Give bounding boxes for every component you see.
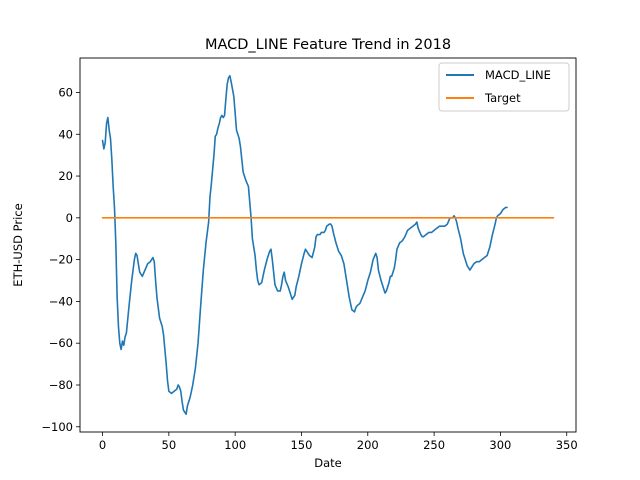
y-axis-label: ETH-USD Price bbox=[11, 203, 25, 286]
legend: MACD_LINE Target bbox=[438, 62, 570, 112]
series-layer bbox=[101, 74, 555, 416]
x-axis: 0 50 100 150 200 250 300 350 bbox=[99, 432, 578, 452]
x-tick-label: 100 bbox=[224, 438, 246, 452]
y-tick-label: −80 bbox=[49, 378, 73, 392]
x-tick-label: 300 bbox=[489, 438, 511, 452]
series-line-macd-line bbox=[101, 74, 508, 416]
x-tick-label: 150 bbox=[290, 438, 312, 452]
legend-label-macd-line: MACD_LINE bbox=[485, 68, 551, 82]
x-tick-label: 350 bbox=[556, 438, 578, 452]
y-tick-label: −40 bbox=[49, 294, 73, 308]
y-tick-label: 60 bbox=[58, 85, 73, 99]
y-tick-label: 0 bbox=[66, 211, 73, 225]
y-tick-label: −20 bbox=[49, 253, 73, 267]
y-axis: −100 −80 −60 −40 −20 0 20 40 60 bbox=[41, 85, 80, 434]
plot-frame bbox=[79, 57, 577, 433]
y-tick-label: −100 bbox=[41, 420, 73, 434]
x-tick-label: 0 bbox=[99, 438, 106, 452]
x-tick-label: 50 bbox=[162, 438, 177, 452]
y-tick-label: 40 bbox=[58, 127, 73, 141]
y-tick-label: 20 bbox=[58, 169, 73, 183]
x-axis-label: Date bbox=[314, 456, 342, 470]
x-tick-label: 250 bbox=[423, 438, 445, 452]
y-tick-label: −60 bbox=[49, 336, 73, 350]
x-tick-label: 200 bbox=[357, 438, 379, 452]
chart-title: MACD_LINE Feature Trend in 2018 bbox=[205, 37, 451, 53]
legend-label-target: Target bbox=[484, 91, 521, 105]
